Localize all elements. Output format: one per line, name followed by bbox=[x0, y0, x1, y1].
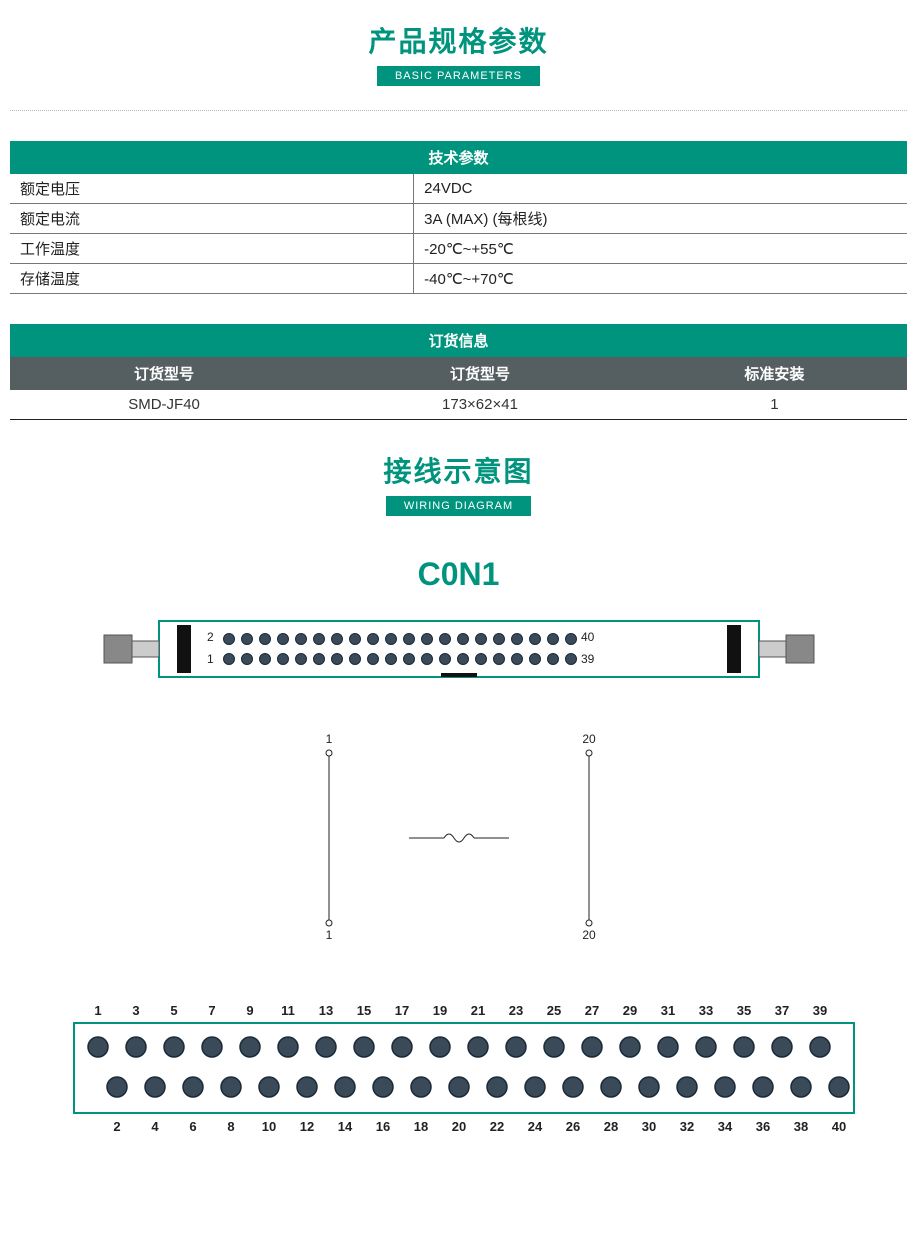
svg-text:22: 22 bbox=[489, 1119, 503, 1134]
svg-text:6: 6 bbox=[189, 1119, 196, 1134]
spec-key: 额定电流 bbox=[10, 204, 414, 234]
svg-text:4: 4 bbox=[151, 1119, 159, 1134]
connector-name: C0N1 bbox=[0, 556, 917, 593]
svg-text:1: 1 bbox=[325, 732, 332, 746]
terminal-diagram: 1357911131517192123252729313335373924681… bbox=[44, 993, 874, 1143]
svg-text:11: 11 bbox=[281, 1003, 295, 1018]
divider bbox=[10, 110, 907, 111]
svg-text:16: 16 bbox=[375, 1119, 389, 1134]
svg-text:1: 1 bbox=[325, 928, 332, 942]
specs-table: 技术参数 额定电压24VDC额定电流3A (MAX) (每根线)工作温度-20℃… bbox=[10, 141, 907, 294]
svg-text:29: 29 bbox=[622, 1003, 636, 1018]
spec-key: 存储温度 bbox=[10, 264, 414, 294]
svg-text:36: 36 bbox=[755, 1119, 769, 1134]
svg-text:23: 23 bbox=[508, 1003, 522, 1018]
svg-text:15: 15 bbox=[356, 1003, 370, 1018]
svg-text:9: 9 bbox=[246, 1003, 253, 1018]
svg-text:1: 1 bbox=[207, 652, 214, 666]
spec-val: -20℃~+55℃ bbox=[414, 234, 907, 264]
wiring-title-cn: 接线示意图 bbox=[0, 450, 917, 490]
svg-text:37: 37 bbox=[774, 1003, 788, 1018]
svg-text:7: 7 bbox=[208, 1003, 215, 1018]
order-col: 订货型号 bbox=[318, 357, 642, 390]
svg-text:27: 27 bbox=[584, 1003, 598, 1018]
svg-text:3: 3 bbox=[132, 1003, 139, 1018]
connector-diagram: 2 40 1 39 bbox=[69, 613, 849, 693]
svg-text:19: 19 bbox=[432, 1003, 446, 1018]
svg-text:8: 8 bbox=[227, 1119, 234, 1134]
section-wiring-title: 接线示意图 WIRING DIAGRAM bbox=[0, 450, 917, 516]
order-table: 订货信息 订货型号订货型号标准安装 SMD-JF40173×62×411 bbox=[10, 324, 907, 420]
svg-text:10: 10 bbox=[261, 1119, 275, 1134]
order-cell: SMD-JF40 bbox=[10, 390, 318, 420]
svg-text:35: 35 bbox=[736, 1003, 750, 1018]
svg-text:2: 2 bbox=[207, 630, 214, 644]
svg-text:21: 21 bbox=[470, 1003, 484, 1018]
svg-text:28: 28 bbox=[603, 1119, 617, 1134]
spec-val: -40℃~+70℃ bbox=[414, 264, 907, 294]
svg-text:30: 30 bbox=[641, 1119, 655, 1134]
spec-title-en: BASIC PARAMETERS bbox=[377, 66, 540, 86]
order-cell: 173×62×41 bbox=[318, 390, 642, 420]
svg-text:31: 31 bbox=[660, 1003, 674, 1018]
svg-text:1: 1 bbox=[94, 1003, 101, 1018]
order-cell: 1 bbox=[642, 390, 907, 420]
spec-val: 3A (MAX) (每根线) bbox=[414, 204, 907, 234]
svg-text:32: 32 bbox=[679, 1119, 693, 1134]
spec-val: 24VDC bbox=[414, 174, 907, 204]
svg-text:18: 18 bbox=[413, 1119, 427, 1134]
svg-text:38: 38 bbox=[793, 1119, 807, 1134]
wiring-title-en: WIRING DIAGRAM bbox=[386, 496, 531, 516]
specs-header: 技术参数 bbox=[10, 141, 907, 174]
order-col: 标准安装 bbox=[642, 357, 907, 390]
order-header: 订货信息 bbox=[10, 324, 907, 357]
spec-key: 工作温度 bbox=[10, 234, 414, 264]
svg-text:25: 25 bbox=[546, 1003, 560, 1018]
order-col: 订货型号 bbox=[10, 357, 318, 390]
section-spec-title: 产品规格参数 BASIC PARAMETERS bbox=[0, 20, 917, 86]
svg-text:33: 33 bbox=[698, 1003, 712, 1018]
svg-text:20: 20 bbox=[582, 928, 596, 942]
svg-text:40: 40 bbox=[581, 630, 595, 644]
svg-text:39: 39 bbox=[581, 652, 595, 666]
spec-key: 额定电压 bbox=[10, 174, 414, 204]
spec-title-cn: 产品规格参数 bbox=[0, 20, 917, 60]
svg-text:5: 5 bbox=[170, 1003, 177, 1018]
svg-text:13: 13 bbox=[318, 1003, 332, 1018]
svg-text:26: 26 bbox=[565, 1119, 579, 1134]
svg-text:24: 24 bbox=[527, 1119, 542, 1134]
svg-text:34: 34 bbox=[717, 1119, 732, 1134]
cable-diagram: 1 20 1 20 bbox=[209, 723, 709, 953]
svg-text:17: 17 bbox=[394, 1003, 408, 1018]
svg-text:2: 2 bbox=[113, 1119, 120, 1134]
svg-text:12: 12 bbox=[299, 1119, 313, 1134]
svg-text:20: 20 bbox=[582, 732, 596, 746]
svg-text:14: 14 bbox=[337, 1119, 352, 1134]
svg-text:40: 40 bbox=[831, 1119, 845, 1134]
svg-text:20: 20 bbox=[451, 1119, 465, 1134]
svg-text:39: 39 bbox=[812, 1003, 826, 1018]
